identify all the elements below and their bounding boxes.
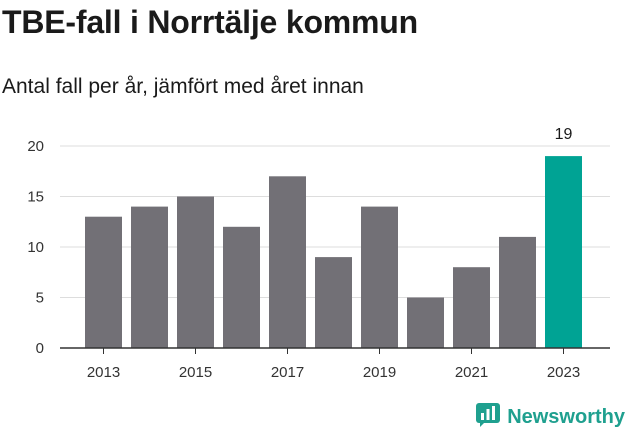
bar-2020	[407, 297, 444, 348]
bar-2016	[223, 226, 260, 348]
labels: 0 5 10 15 20 2013 2015 2017 2019 2021 2023 19	[27, 126, 580, 381]
bar-2017	[269, 176, 306, 348]
bar-2015	[177, 196, 214, 348]
y-tick-label: 20	[27, 138, 44, 155]
x-tick-label: 2013	[87, 364, 120, 381]
y-tick-label: 10	[27, 239, 44, 256]
bar-2023	[545, 156, 582, 348]
data-label-2023: 19	[555, 126, 573, 143]
y-tick-label: 0	[36, 340, 44, 357]
x-tick-label: 2021	[455, 364, 488, 381]
bar-2014	[131, 206, 168, 348]
x-tick-label: 2017	[271, 364, 304, 381]
brand-name: Newsworthy	[507, 406, 625, 428]
chart-title: TBE-fall i Norrtälje kommun	[2, 4, 418, 40]
bar-2019	[361, 206, 398, 348]
bars	[85, 156, 582, 348]
bar-2013	[85, 216, 122, 348]
bar-2018	[315, 257, 352, 348]
newsworthy-brand: Newsworthy	[475, 402, 625, 433]
chart-subtitle: Antal fall per år, jämfört med året inna…	[2, 75, 364, 98]
bar-2022	[499, 236, 536, 348]
x-tick-label: 2019	[363, 364, 396, 381]
x-tick-label: 2015	[179, 364, 212, 381]
y-tick-label: 5	[36, 290, 44, 307]
x-axis	[60, 347, 610, 354]
x-tick-label: 2023	[547, 364, 580, 381]
newsworthy-logo-icon	[475, 402, 501, 433]
y-tick-label: 15	[27, 189, 44, 206]
bar-2021	[453, 267, 490, 348]
